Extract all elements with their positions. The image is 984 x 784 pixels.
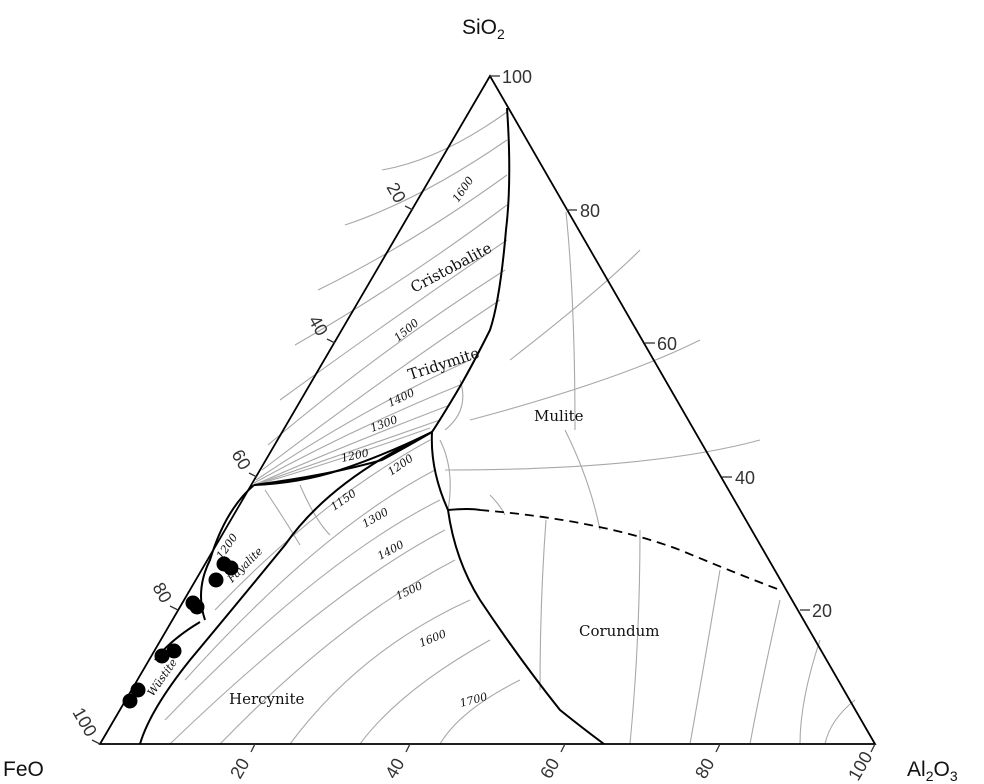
triangle-frame — [98, 74, 877, 745]
isotherm-label-1600-mid: 1600 — [417, 627, 448, 650]
isotherm-labels: 1600 1500 1400 1300 1200 1200 1150 1300 … — [214, 174, 489, 710]
tick-label-bottom-40: 40 — [381, 755, 408, 782]
phase-label-mulite: Mulite — [534, 407, 584, 425]
bottom-edge-tick-labels: 20 40 60 80 100 — [226, 748, 876, 784]
tick-label-left-80: 80 — [149, 579, 176, 606]
tick-label-bottom-20: 20 — [226, 755, 253, 782]
tick-label-bottom-60: 60 — [536, 755, 563, 782]
tick-label-right-20: 20 — [812, 601, 832, 621]
tick-label-left-20: 20 — [383, 179, 410, 206]
isotherm-lines — [164, 111, 856, 745]
axis-ticks — [91, 75, 876, 753]
isotherm-label-1200-a: 1200 — [340, 446, 370, 465]
tick-label-right-80: 80 — [580, 201, 600, 221]
phase-boundaries — [139, 107, 781, 745]
sample-points — [122, 556, 239, 709]
tick-label-bottom-100: 100 — [844, 748, 876, 784]
right-edge-tick-labels: 100 80 60 40 20 — [502, 67, 832, 621]
isotherm-label-1400-top: 1400 — [386, 386, 417, 410]
sample-point — [189, 599, 205, 615]
isotherm-label-1600-top: 1600 — [450, 174, 477, 204]
tick-label-right-40: 40 — [735, 468, 755, 488]
isotherm-label-1300-top: 1300 — [369, 413, 400, 435]
sample-point — [122, 693, 138, 709]
isotherm-label-1700: 1700 — [458, 690, 488, 710]
sample-point — [130, 682, 146, 698]
sample-point — [166, 643, 182, 659]
sample-point — [154, 648, 170, 664]
phase-label-cristobalite: Cristobalite — [407, 239, 494, 297]
corner-label-feo: FeO — [3, 758, 44, 781]
corner-label-sio2: SiO2 — [462, 16, 505, 42]
isotherm-label-1400-mid: 1400 — [375, 538, 406, 563]
phase-label-tridymite: Tridymite — [406, 344, 482, 384]
tick-label-right-100: 100 — [502, 67, 532, 87]
corner-label-al2o3: Al2O3 — [907, 758, 958, 784]
tick-label-left-40: 40 — [305, 312, 332, 339]
phase-label-hercynite: Hercynite — [229, 690, 304, 708]
tick-label-left-60: 60 — [228, 446, 255, 473]
tick-label-bottom-80: 80 — [691, 755, 718, 782]
tick-label-left-100: 100 — [69, 704, 101, 740]
phase-label-corundum: Corundum — [579, 622, 660, 640]
sample-point — [223, 560, 239, 576]
isotherm-label-1150: 1150 — [328, 487, 358, 514]
isotherm-label-1500-mid: 1500 — [394, 579, 425, 603]
isotherm-label-1300-mid: 1300 — [360, 505, 391, 530]
isotherm-label-1500-top: 1500 — [392, 316, 422, 344]
tick-label-right-60: 60 — [657, 334, 677, 354]
sample-point — [208, 572, 224, 588]
